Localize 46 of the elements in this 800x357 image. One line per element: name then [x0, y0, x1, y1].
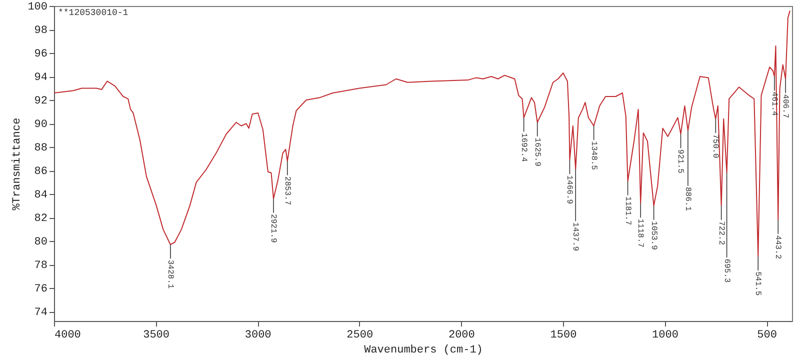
- y-axis-title: %Transmittance: [12, 118, 24, 210]
- y-tick-label: 100: [28, 2, 48, 14]
- annotation: 886.1: [682, 187, 692, 212]
- x-tick-label: 500: [757, 330, 777, 342]
- y-tick-label: 90: [34, 119, 48, 132]
- annotation: 750.0: [710, 134, 720, 158]
- annotation: 1348.5: [588, 141, 598, 170]
- y-tick-label: 86: [34, 166, 48, 178]
- annotation: 541.5: [753, 272, 762, 296]
- x-tick-label: 3000: [244, 330, 272, 342]
- y-tick-label: 98: [34, 25, 48, 38]
- y-tick-label: 78: [34, 260, 48, 272]
- x-axis-title: Wavenumbers (cm-1): [364, 344, 483, 356]
- annotation: 2853.7: [282, 176, 292, 206]
- y-tick-label: 80: [34, 236, 48, 249]
- x-tick-label: 2500: [346, 330, 374, 342]
- x-tick-label: 1000: [652, 330, 678, 342]
- y-tick-label: 74: [34, 307, 48, 320]
- y-tick-label: 88: [34, 142, 48, 155]
- annotation: 406.7: [780, 94, 790, 118]
- y-tick-label: 84: [34, 190, 48, 202]
- x-tick-label: 4000: [54, 330, 81, 342]
- annotation: 1053.9: [648, 221, 658, 250]
- annotation: 1625.9: [532, 138, 542, 167]
- annotation: 2921.9: [268, 214, 278, 244]
- line-series: [54, 10, 790, 257]
- y-tick-label: 96: [34, 48, 48, 61]
- annotation: 1466.9: [564, 175, 574, 204]
- annotation: 1118.7: [636, 218, 645, 248]
- annotation: 1692.4: [518, 132, 528, 162]
- y-tick-label: 76: [34, 284, 48, 296]
- y-tick-label: 82: [34, 213, 48, 226]
- annotation: **120530010-1: [58, 8, 128, 18]
- x-tick-label: 1500: [550, 330, 577, 342]
- annotation: 443.2: [773, 235, 782, 260]
- annotation: 921.5: [676, 149, 685, 174]
- annotation: 695.3: [722, 258, 731, 283]
- annotation: 722.2: [716, 221, 726, 246]
- x-tick-label: 2000: [448, 330, 475, 342]
- annotation: 1437.9: [570, 222, 580, 252]
- y-tick-label: 92: [34, 96, 48, 108]
- annotation: 3428.1: [165, 260, 174, 289]
- annotation: 1181.7: [622, 196, 632, 226]
- y-tick-label: 94: [34, 72, 48, 84]
- annotation: 461.4: [769, 92, 778, 116]
- x-tick-label: 3500: [143, 330, 170, 342]
